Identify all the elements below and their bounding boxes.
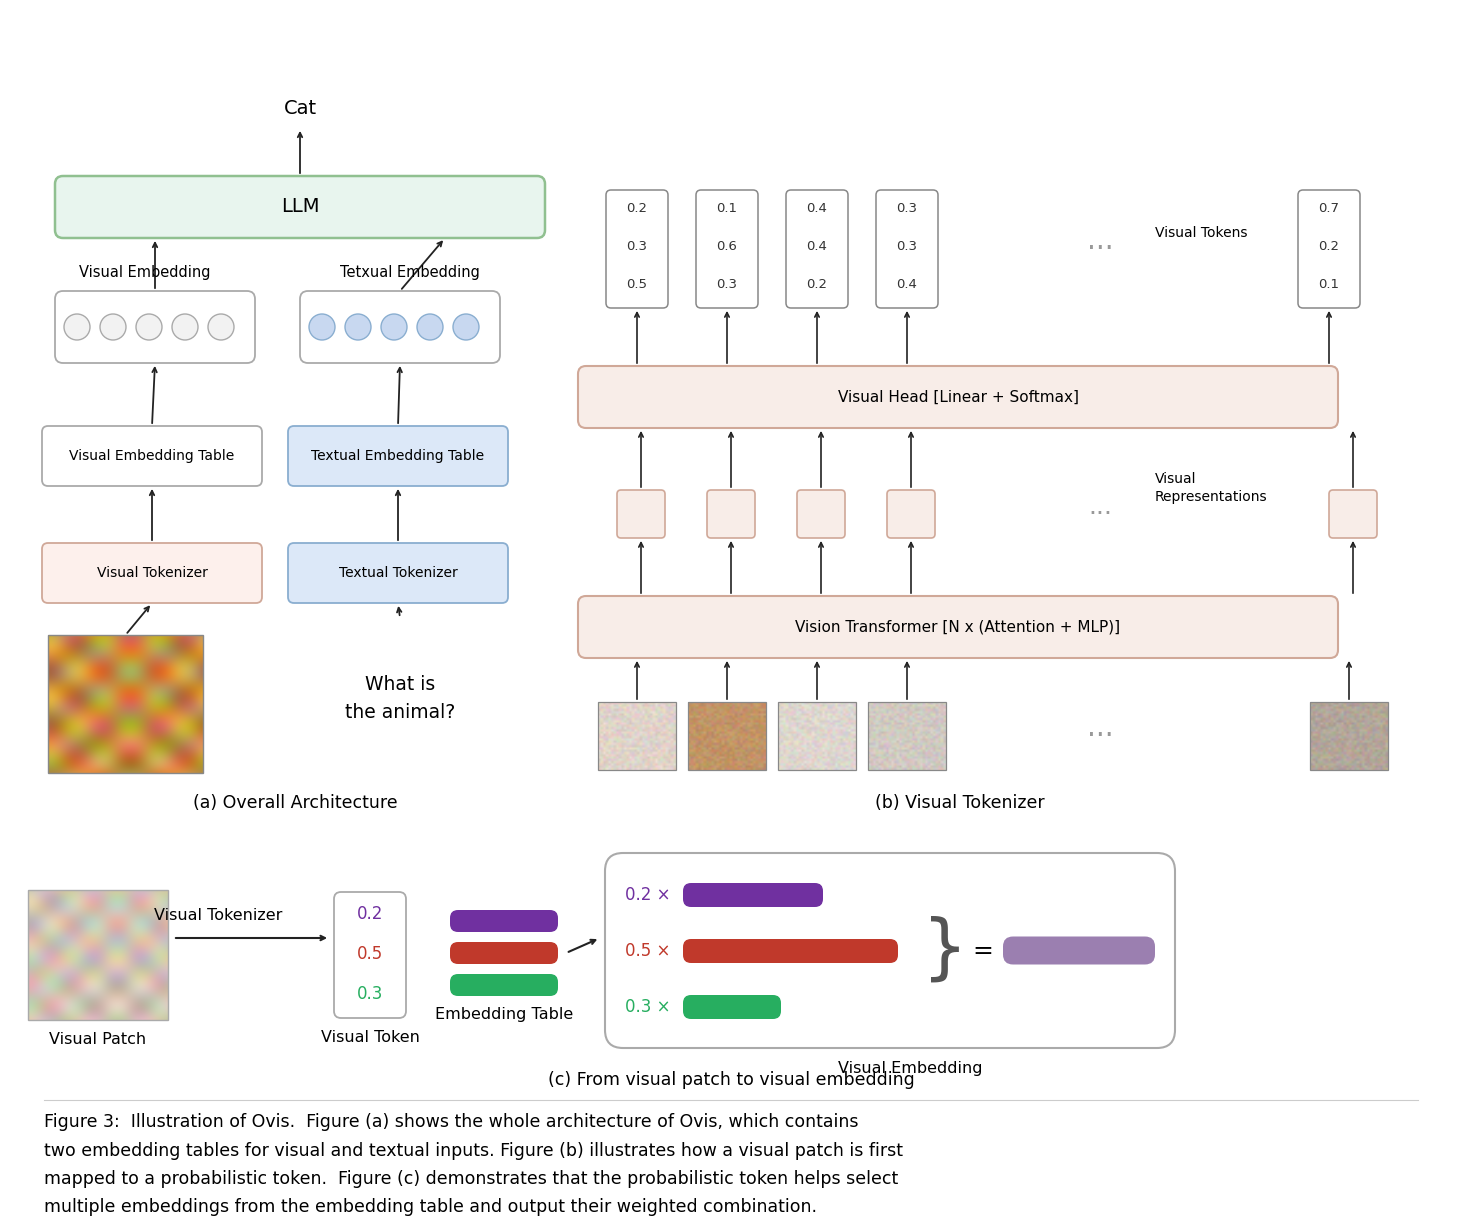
Text: 0.1: 0.1: [716, 201, 737, 214]
Text: Visual Head [Linear + Softmax]: Visual Head [Linear + Softmax]: [838, 390, 1079, 404]
Text: Visual
Representations: Visual Representations: [1155, 471, 1268, 504]
Text: Visual Tokenizer: Visual Tokenizer: [154, 909, 282, 923]
FancyBboxPatch shape: [333, 892, 406, 1018]
FancyBboxPatch shape: [683, 995, 781, 1019]
Text: 0.2: 0.2: [627, 201, 648, 214]
Bar: [778, 702, 855, 770]
Circle shape: [382, 314, 406, 340]
Text: Visual Tokens: Visual Tokens: [1155, 227, 1247, 240]
FancyBboxPatch shape: [797, 490, 845, 538]
FancyBboxPatch shape: [876, 190, 939, 308]
FancyBboxPatch shape: [56, 291, 254, 363]
Text: Visual Embedding: Visual Embedding: [79, 266, 211, 280]
Circle shape: [136, 314, 162, 340]
Text: ···: ···: [1086, 235, 1113, 263]
Text: 0.2: 0.2: [807, 278, 827, 291]
Circle shape: [453, 314, 480, 340]
FancyBboxPatch shape: [450, 974, 558, 996]
FancyBboxPatch shape: [288, 543, 507, 603]
Text: Textual Tokenizer: Textual Tokenizer: [339, 566, 458, 580]
FancyBboxPatch shape: [605, 853, 1175, 1047]
FancyBboxPatch shape: [577, 596, 1338, 658]
Text: Visual Patch: Visual Patch: [50, 1033, 146, 1047]
Text: Visual Embedding: Visual Embedding: [838, 1061, 982, 1075]
FancyBboxPatch shape: [696, 190, 757, 308]
FancyBboxPatch shape: [42, 426, 262, 486]
Text: Embedding Table: Embedding Table: [434, 1006, 573, 1022]
Bar: [48, 635, 203, 773]
Bar: [868, 702, 946, 770]
Circle shape: [208, 314, 234, 340]
Text: (c) From visual patch to visual embedding: (c) From visual patch to visual embeddin…: [548, 1071, 914, 1089]
FancyBboxPatch shape: [450, 942, 558, 963]
Text: }: }: [923, 916, 968, 985]
Circle shape: [308, 314, 335, 340]
Bar: [598, 702, 675, 770]
Text: What is
the animal?: What is the animal?: [345, 675, 455, 721]
Text: Visual Token: Visual Token: [320, 1030, 420, 1045]
Circle shape: [64, 314, 91, 340]
Text: Tetxual Embedding: Tetxual Embedding: [341, 266, 480, 280]
Text: Cat: Cat: [284, 99, 317, 117]
Text: Textual Embedding Table: Textual Embedding Table: [311, 449, 484, 463]
FancyBboxPatch shape: [42, 543, 262, 603]
Text: 0.2: 0.2: [357, 905, 383, 923]
FancyBboxPatch shape: [617, 490, 665, 538]
Text: 0.2: 0.2: [1319, 240, 1339, 252]
FancyBboxPatch shape: [1003, 937, 1155, 965]
Bar: [1310, 702, 1387, 770]
Text: LLM: LLM: [281, 197, 319, 217]
FancyBboxPatch shape: [683, 883, 823, 907]
Circle shape: [173, 314, 197, 340]
Bar: [689, 702, 766, 770]
Circle shape: [417, 314, 443, 340]
Text: (b) Visual Tokenizer: (b) Visual Tokenizer: [876, 794, 1045, 812]
FancyBboxPatch shape: [787, 190, 848, 308]
FancyBboxPatch shape: [683, 939, 898, 963]
Text: 0.6: 0.6: [716, 240, 737, 252]
Text: ···: ···: [1086, 722, 1113, 750]
FancyBboxPatch shape: [577, 365, 1338, 428]
Text: Visual Tokenizer: Visual Tokenizer: [96, 566, 208, 580]
Text: 0.3: 0.3: [716, 278, 737, 291]
Text: Figure 3:  Illustration of Ovis.  Figure (a) shows the whole architecture of Ovi: Figure 3: Illustration of Ovis. Figure (…: [44, 1113, 904, 1217]
Text: 0.5: 0.5: [627, 278, 648, 291]
Text: (a) Overall Architecture: (a) Overall Architecture: [193, 794, 398, 812]
Bar: [28, 890, 168, 1019]
Text: 0.1: 0.1: [1319, 278, 1339, 291]
Text: Visual Embedding Table: Visual Embedding Table: [69, 449, 234, 463]
Text: 0.7: 0.7: [1319, 201, 1339, 214]
FancyBboxPatch shape: [288, 426, 507, 486]
FancyBboxPatch shape: [300, 291, 500, 363]
FancyBboxPatch shape: [607, 190, 668, 308]
FancyBboxPatch shape: [1329, 490, 1377, 538]
FancyBboxPatch shape: [56, 175, 545, 238]
FancyBboxPatch shape: [450, 910, 558, 932]
Text: 0.4: 0.4: [807, 201, 827, 214]
Circle shape: [345, 314, 371, 340]
Text: 0.3: 0.3: [627, 240, 648, 252]
FancyBboxPatch shape: [887, 490, 936, 538]
Text: =: =: [972, 939, 994, 962]
Text: 0.3: 0.3: [896, 240, 918, 252]
Text: 0.3: 0.3: [896, 201, 918, 214]
FancyBboxPatch shape: [708, 490, 754, 538]
Text: 0.3: 0.3: [357, 985, 383, 1002]
Text: 0.3 ×: 0.3 ×: [624, 998, 671, 1016]
Text: Vision Transformer [N x (Attention + MLP)]: Vision Transformer [N x (Attention + MLP…: [795, 620, 1120, 635]
Text: 0.2 ×: 0.2 ×: [624, 885, 671, 904]
Circle shape: [99, 314, 126, 340]
Text: 0.4: 0.4: [807, 240, 827, 252]
Text: 0.5: 0.5: [357, 945, 383, 963]
FancyBboxPatch shape: [1298, 190, 1360, 308]
Text: 0.4: 0.4: [896, 278, 918, 291]
Text: 0.5 ×: 0.5 ×: [624, 942, 671, 960]
Text: ···: ···: [1088, 502, 1113, 526]
